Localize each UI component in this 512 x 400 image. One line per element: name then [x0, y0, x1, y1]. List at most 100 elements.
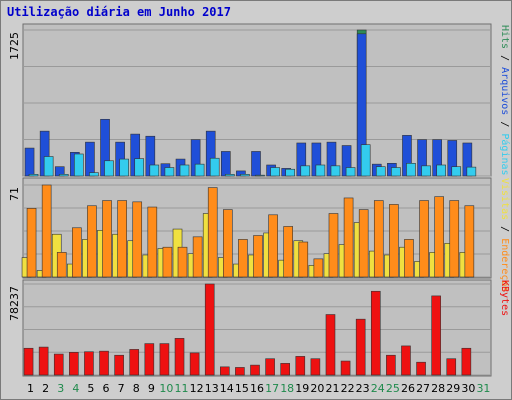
- bar-endereos-23: [358, 209, 369, 278]
- x-tick-label: 18: [280, 382, 294, 395]
- bar-kbytes-9: [144, 343, 155, 376]
- bar-endereos-15: [238, 239, 248, 278]
- bar-pginas-25: [391, 167, 401, 177]
- legend-item-arquivos: Arquivos: [499, 67, 510, 115]
- bar-kbytes-25: [386, 354, 396, 376]
- bar-endereos-17: [268, 214, 278, 278]
- bar-endereos-4: [72, 227, 82, 278]
- bar-kbytes-22: [340, 360, 351, 376]
- bar-endereos-1: [26, 208, 37, 278]
- bar-pginas-14: [225, 174, 235, 177]
- bar-endereos-10: [162, 246, 173, 278]
- x-tick-label: 26: [401, 382, 415, 395]
- bar-kbytes-17: [265, 358, 275, 376]
- x-tick-label: 25: [386, 382, 400, 395]
- x-tick-label: 21: [325, 382, 339, 395]
- bar-pginas-13: [209, 157, 220, 177]
- bar-endereos-30: [464, 205, 475, 278]
- bar-kbytes-5: [84, 351, 94, 376]
- bar-endereos-9: [147, 206, 158, 278]
- bar-pginas-18: [285, 168, 295, 177]
- bar-endereos-25: [389, 204, 399, 278]
- bar-pginas-16: [255, 174, 265, 177]
- bar-pginas-3: [58, 174, 69, 177]
- bar-kbytes-23: [355, 318, 366, 376]
- x-tick-label: 1: [27, 382, 34, 395]
- x-tick-label: 22: [341, 382, 355, 395]
- x-tick-label: 6: [103, 382, 110, 395]
- bar-kbytes-10: [159, 343, 170, 376]
- x-tick-label: 11: [175, 382, 189, 395]
- bar-endereos-7: [117, 200, 127, 278]
- bar-endereos-2: [41, 184, 52, 278]
- x-tick-label: 16: [250, 382, 264, 395]
- legend-panel-3: KBytes: [499, 280, 510, 316]
- bar-pginas-29: [451, 166, 462, 177]
- chart-title: Utilização diária em Junho 2017: [7, 5, 231, 19]
- y-max-label: 71: [8, 187, 21, 201]
- bar-endereos-28: [434, 196, 444, 278]
- bar-kbytes-7: [114, 354, 124, 376]
- bar-endereos-13: [207, 187, 218, 278]
- bar-kbytes-29: [446, 358, 457, 376]
- bar-pginas-20: [315, 164, 326, 177]
- bar-pginas-12: [194, 163, 205, 177]
- bar-kbytes-11: [174, 338, 185, 376]
- x-tick-label: 27: [416, 382, 430, 395]
- x-tick-label: 24: [371, 382, 385, 395]
- bar-arquivos-5: [85, 141, 95, 177]
- bar-arquivos-1: [24, 147, 35, 177]
- legend-separator: /: [499, 115, 510, 133]
- bar-pginas-6: [104, 160, 114, 177]
- legend-item-kbytes: KBytes: [499, 280, 510, 316]
- bar-kbytes-27: [416, 361, 426, 376]
- bar-endereos-22: [343, 197, 354, 278]
- bar-pginas-1: [28, 174, 39, 177]
- bar-endereos-12: [192, 236, 203, 278]
- legend-item-pginas: Páginas: [499, 133, 511, 175]
- bar-kbytes-19: [295, 356, 306, 376]
- x-tick-label: 29: [446, 382, 460, 395]
- bar-pginas-22: [345, 167, 356, 177]
- bar-pginas-24: [375, 166, 386, 177]
- bar-pginas-15: [240, 174, 250, 177]
- bar-endereos-8: [132, 201, 143, 278]
- bar-kbytes-8: [129, 349, 140, 376]
- bar-pginas-2: [43, 156, 54, 177]
- x-tick-label: 5: [87, 382, 94, 395]
- bar-kbytes-30: [461, 347, 472, 376]
- bar-pginas-27: [421, 165, 431, 177]
- bar-kbytes-2: [38, 346, 49, 376]
- bar-pginas-9: [149, 164, 160, 177]
- bar-kbytes-28: [431, 295, 441, 376]
- bar-kbytes-14: [220, 366, 230, 376]
- x-tick-label: 17: [265, 382, 279, 395]
- bar-kbytes-15: [235, 367, 245, 376]
- bar-endereos-27: [419, 200, 429, 278]
- x-tick-label: 9: [148, 382, 155, 395]
- bar-kbytes-1: [23, 347, 34, 376]
- bar-endereos-26: [404, 239, 414, 278]
- bar-endereos-24: [373, 200, 384, 278]
- x-tick-label: 23: [356, 382, 370, 395]
- bar-endereos-21: [328, 213, 339, 278]
- bar-endereos-18: [283, 226, 293, 278]
- bar-kbytes-21: [325, 314, 336, 376]
- bar-kbytes-12: [189, 352, 200, 376]
- bar-endereos-29: [449, 200, 460, 278]
- bar-endereos-20: [313, 258, 324, 278]
- legend-item-endereos: Endereços: [499, 238, 510, 292]
- x-tick-label: 19: [295, 382, 309, 395]
- y-max-label: 1725: [8, 32, 21, 60]
- bar-pginas-21: [330, 165, 341, 177]
- x-tick-label: 20: [310, 382, 324, 395]
- bar-endereos-6: [102, 200, 112, 278]
- x-tick-label: 7: [118, 382, 125, 395]
- bar-pginas-19: [300, 165, 311, 177]
- bar-endereos-3: [56, 252, 67, 278]
- bar-pginas-28: [436, 164, 446, 177]
- bar-pginas-8: [134, 158, 145, 177]
- bar-kbytes-24: [370, 290, 381, 376]
- bar-pginas-4: [74, 153, 84, 177]
- bar-kbytes-13: [204, 283, 215, 376]
